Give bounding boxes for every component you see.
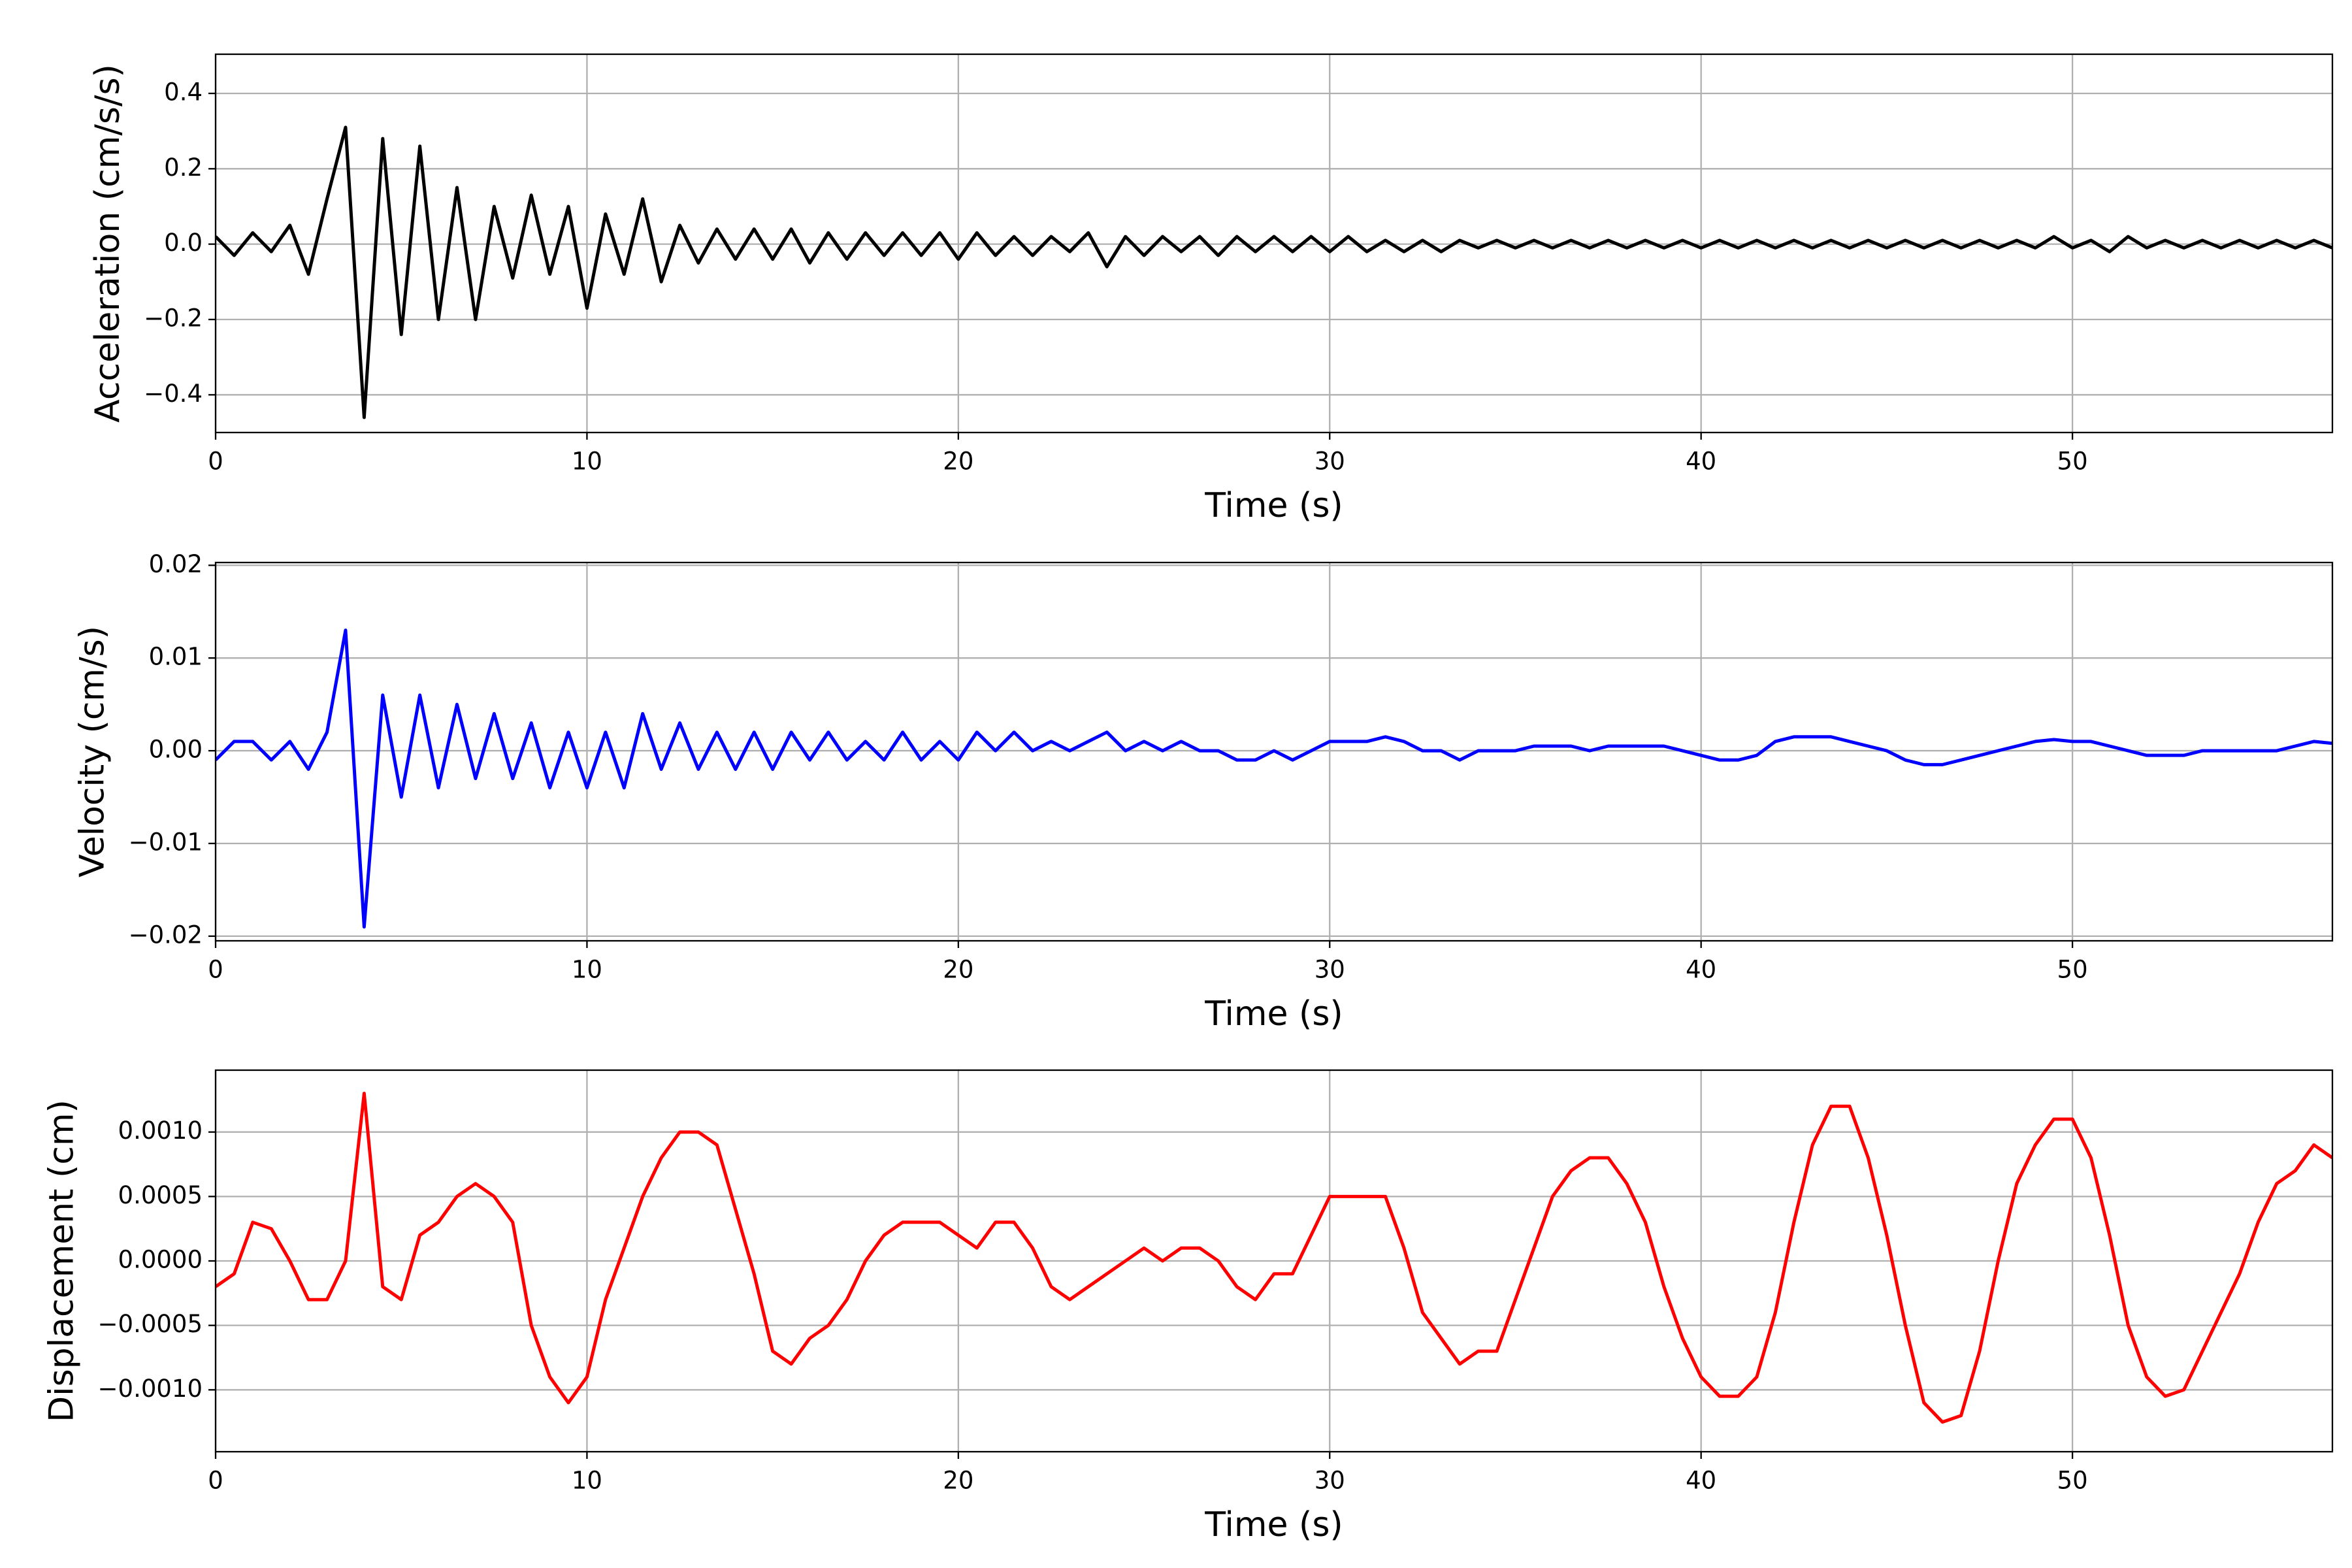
y-tick-label: −0.4 [144,380,203,408]
y-tick-label: −0.0010 [98,1375,203,1403]
data-line [216,629,2332,929]
x-tick-label: 50 [2057,956,2088,984]
x-tick-label: 10 [572,956,602,984]
x-axis-label: Time (s) [1204,1505,1343,1544]
x-axis-label: Time (s) [1204,486,1343,525]
y-tick-label: 0.01 [149,643,203,671]
plot-area [216,629,2332,929]
y-tick-label: 0.4 [164,78,203,106]
data-line [216,1092,2332,1424]
x-tick-label: 30 [1315,448,1345,476]
y-axis-label: Velocity (cm/s) [73,626,112,877]
y-tick-label: 0.0005 [118,1181,203,1209]
y-tick-label: 0.0010 [118,1117,203,1145]
x-tick-label: 40 [1686,956,1716,984]
axes-frame [214,1069,2334,1453]
axes-frame [214,561,2334,942]
x-tick-label: 40 [1686,1467,1716,1495]
plot-area [216,1092,2332,1424]
y-tick-label: −0.01 [129,828,203,856]
y-tick-label: −0.02 [129,921,203,949]
x-tick-label: 30 [1315,1467,1345,1495]
x-tick-label: 50 [2057,448,2088,476]
y-axis-label: Acceleration (cm/s/s) [88,64,127,423]
y-tick-label: 0.02 [149,550,203,578]
x-tick-label: 0 [208,956,223,984]
x-tick-label: 10 [572,1467,602,1495]
x-tick-label: 20 [943,1467,973,1495]
x-axis-label: Time (s) [1204,994,1343,1034]
y-tick-label: 0.2 [164,154,203,182]
x-tick-label: 40 [1686,448,1716,476]
x-tick-label: 50 [2057,1467,2088,1495]
y-tick-label: −0.2 [144,304,203,332]
x-tick-label: 0 [208,1467,223,1495]
data-line [216,125,2332,419]
y-tick-label: −0.0005 [98,1310,203,1338]
x-tick-label: 20 [943,956,973,984]
x-tick-label: 10 [572,448,602,476]
axes-frame [214,53,2334,434]
x-tick-label: 20 [943,448,973,476]
y-tick-label: 0.0 [164,229,203,257]
x-tick-label: 30 [1315,956,1345,984]
plot-area [216,125,2332,419]
y-tick-label: 0.00 [149,736,203,764]
x-tick-label: 0 [208,448,223,476]
y-tick-label: 0.0000 [118,1246,203,1274]
y-axis-label: Displacement (cm) [42,1100,82,1422]
